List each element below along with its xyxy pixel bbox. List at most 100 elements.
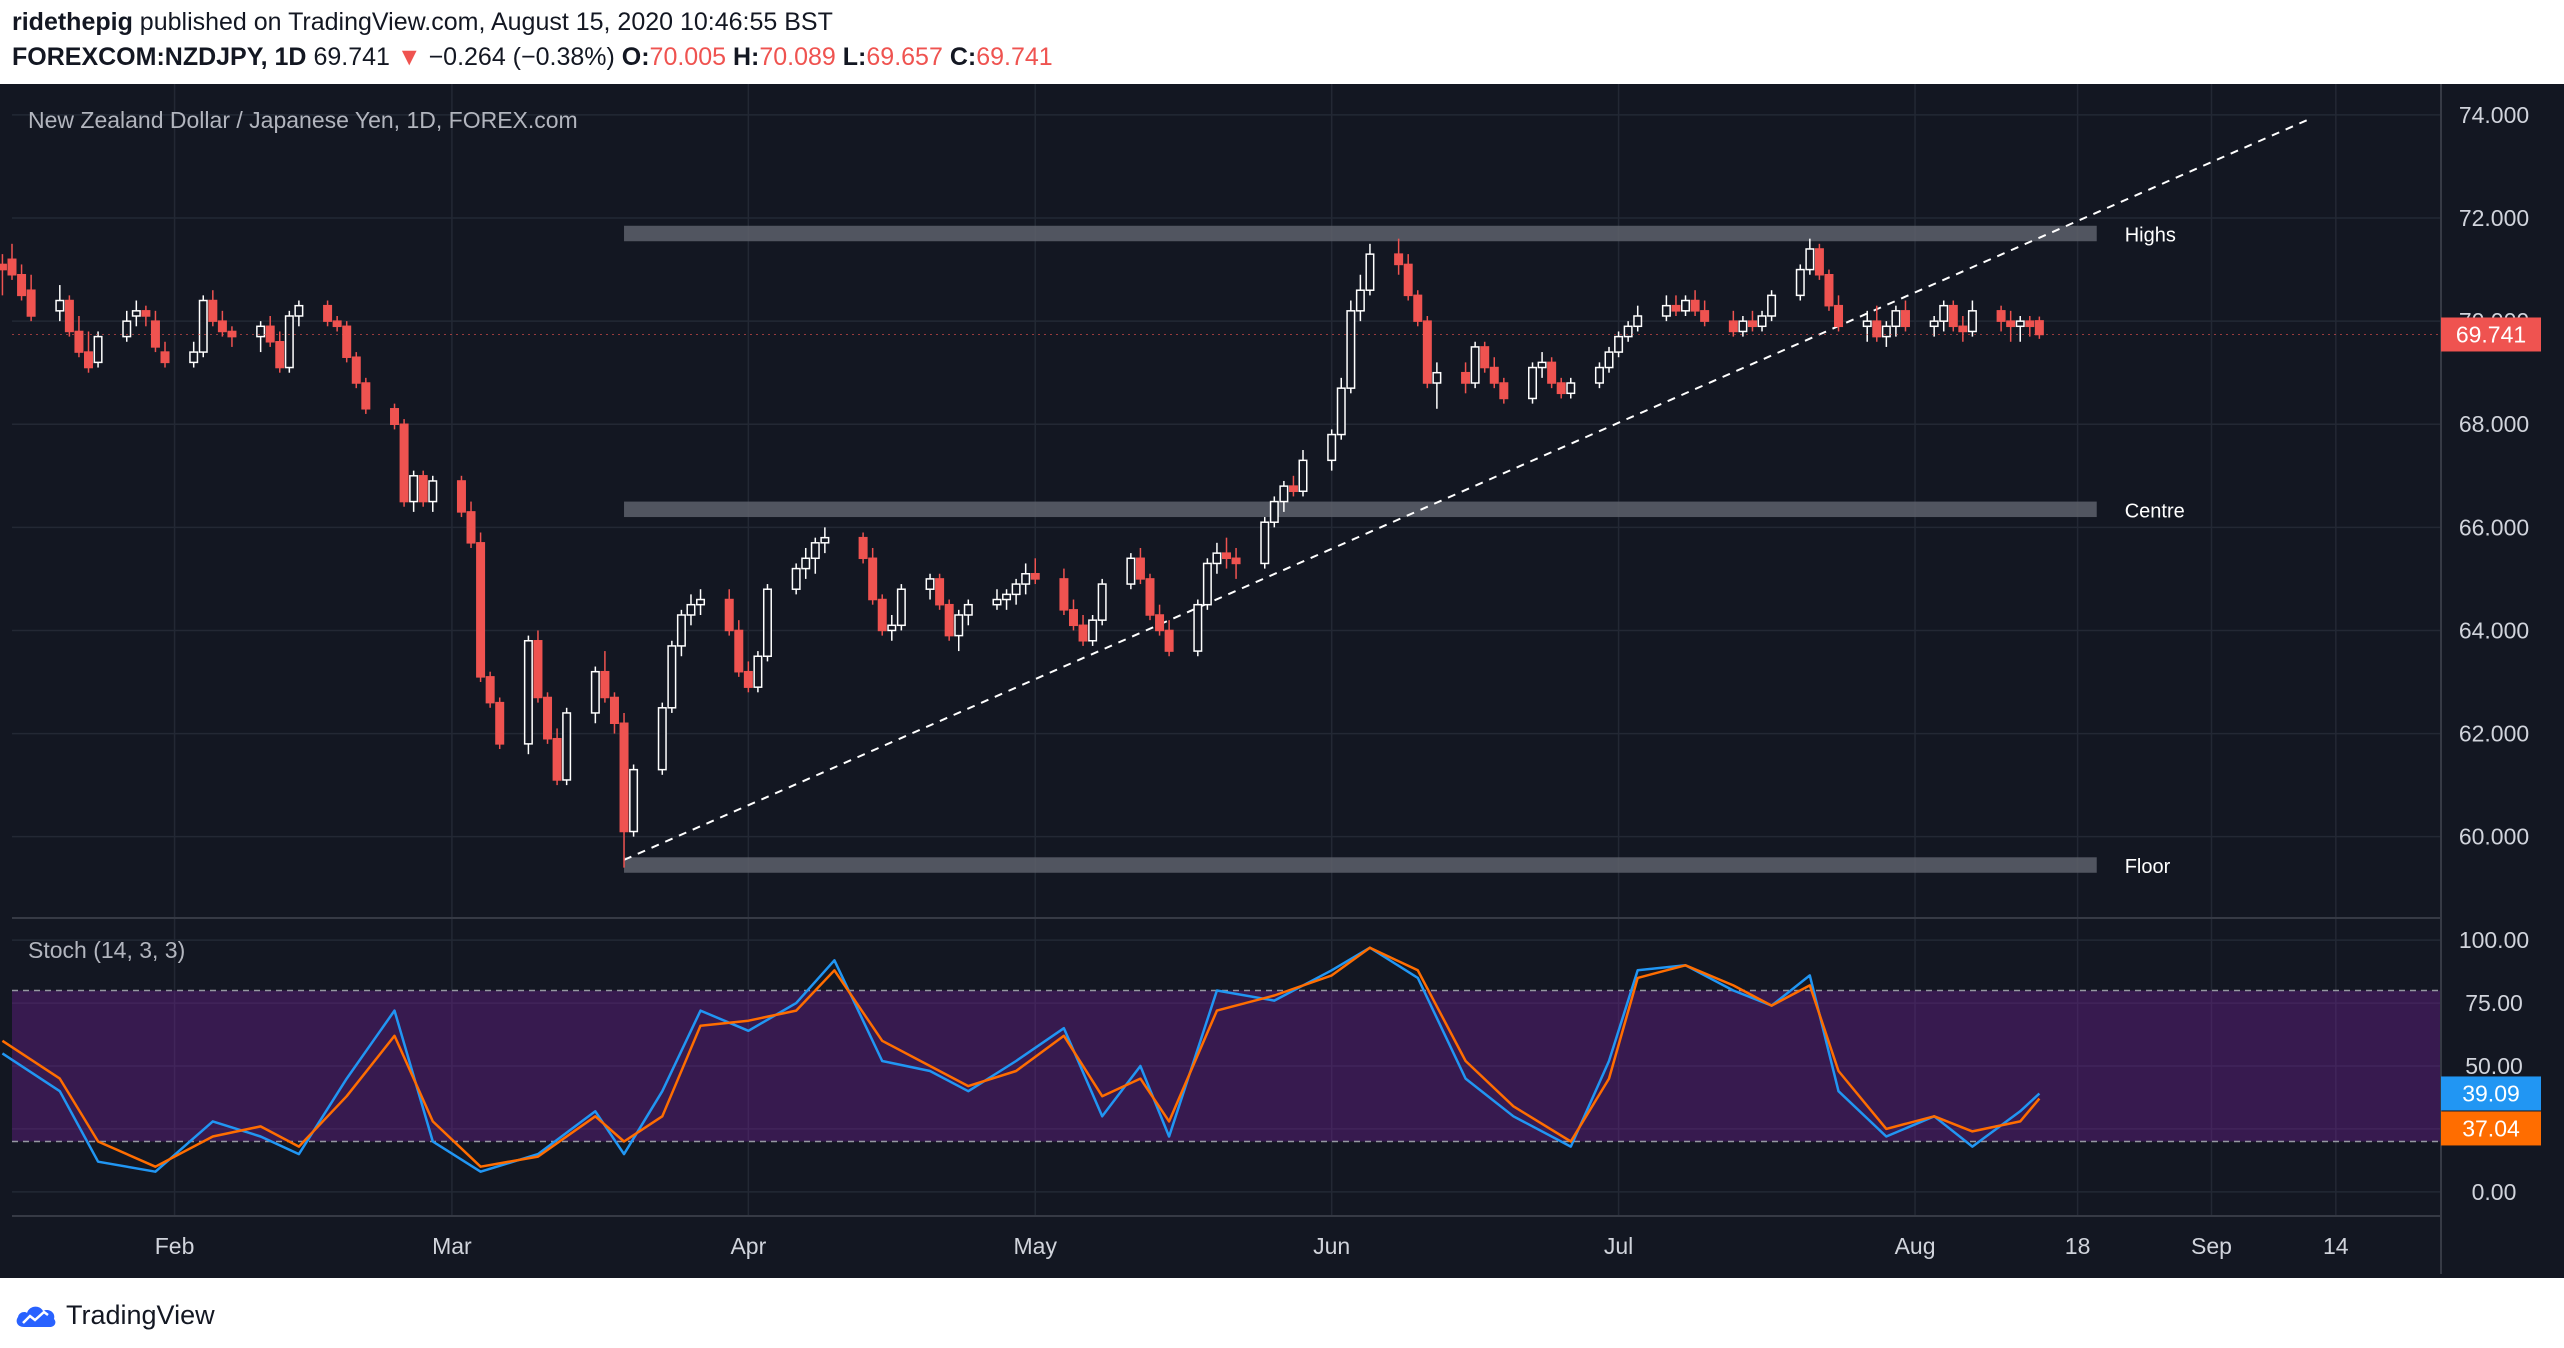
candle	[1145, 573, 1155, 621]
time-tick-label: Jul	[1604, 1233, 1633, 1259]
candle-body	[2006, 320, 2016, 328]
time-tick-label: Feb	[155, 1233, 195, 1259]
candle	[686, 594, 696, 626]
candle-body	[1996, 310, 2006, 322]
author-name[interactable]: ridethepig	[12, 8, 133, 36]
candle-body	[84, 351, 94, 369]
candle-body	[858, 536, 868, 560]
high-value: 70.089	[759, 43, 836, 71]
price-change: −0.264 (−0.38%)	[428, 43, 615, 71]
candle	[1327, 429, 1337, 471]
candle	[1059, 568, 1069, 615]
candle	[667, 640, 677, 713]
candle-body	[131, 310, 141, 317]
candle-body	[150, 320, 160, 348]
candle	[342, 321, 352, 363]
candle-body	[160, 351, 170, 364]
candle	[198, 295, 208, 358]
candle-body	[1900, 310, 1910, 328]
candle-body	[1824, 273, 1834, 307]
candle	[189, 341, 199, 368]
candle	[552, 728, 562, 786]
candle-body	[1747, 320, 1757, 328]
candle-body	[1346, 310, 1356, 389]
candle-body	[1126, 557, 1136, 585]
candle-body	[1795, 268, 1805, 297]
candle	[275, 331, 285, 373]
candle-body	[1097, 583, 1107, 621]
candle-body	[1528, 366, 1538, 400]
candle	[456, 475, 466, 518]
candle-body	[64, 299, 74, 333]
candle	[1881, 321, 1891, 347]
candle	[1279, 480, 1289, 512]
candle-body	[1212, 552, 1222, 565]
candle-body	[1948, 304, 1958, 328]
stoch-value-label: 39.09	[2462, 1080, 2520, 1106]
candle-body	[1164, 629, 1174, 652]
candle-body	[1594, 366, 1604, 384]
candle-body	[1738, 320, 1748, 333]
candle-body	[925, 578, 935, 590]
publish-info: ridethepig published on TradingView.com,…	[12, 8, 833, 37]
candle	[1002, 589, 1012, 610]
candle-body	[896, 588, 906, 627]
candle	[1231, 547, 1241, 579]
time-tick-label: 18	[2065, 1233, 2091, 1259]
candle	[428, 475, 438, 512]
candle-body	[1298, 459, 1308, 493]
candle-body	[342, 325, 352, 358]
candle	[1805, 238, 1815, 275]
candle-body	[1767, 294, 1777, 317]
candle-body	[1614, 335, 1624, 353]
candle	[657, 702, 667, 775]
zone-label-floor: Floor	[2125, 856, 2171, 878]
candle-body	[198, 299, 208, 353]
candle	[495, 697, 505, 750]
tradingview-logo[interactable]: TradingView	[14, 1300, 215, 1331]
candles	[0, 238, 2044, 868]
candle	[1222, 537, 1231, 569]
zone-highs	[624, 225, 2097, 242]
candle-body	[523, 640, 533, 745]
candle	[801, 547, 811, 579]
chart-canvas[interactable]: Highs Centre Floor Feb Mar Apr May Jun Jul Aug 18…	[0, 84, 2564, 1278]
candle-body	[1355, 289, 1365, 312]
candle	[1948, 300, 1958, 332]
candle-body	[1604, 351, 1614, 369]
candle-body	[1260, 521, 1270, 565]
tradingview-brand: TradingView	[66, 1300, 215, 1330]
candle-body	[963, 603, 973, 616]
price-tick-label: 62.000	[2459, 721, 2529, 747]
candle-body	[1681, 299, 1691, 312]
candle-body	[361, 382, 371, 410]
candle-body	[1499, 382, 1509, 400]
candle	[1537, 352, 1547, 378]
candle	[332, 315, 342, 332]
candle-body	[208, 299, 218, 322]
candle	[1470, 341, 1480, 389]
candle-body	[1967, 310, 1977, 333]
candle-body	[456, 480, 466, 513]
candle-body	[801, 557, 811, 570]
candle-body	[1002, 593, 1012, 601]
zones: Highs Centre Floor	[624, 225, 2185, 878]
candle-body	[390, 408, 400, 425]
candle-body	[0, 263, 7, 271]
stoch-tick-label: 100.00	[2459, 927, 2529, 953]
candle	[1929, 315, 1939, 337]
candle	[523, 635, 533, 755]
candle-body	[676, 614, 686, 647]
candle-body	[1461, 371, 1471, 384]
candle-body	[1623, 325, 1633, 338]
candle-body	[418, 475, 428, 503]
candle-body	[1021, 573, 1031, 585]
candle	[954, 609, 964, 652]
candle-body	[428, 480, 438, 503]
candle-body	[409, 475, 419, 503]
candle-body	[466, 511, 476, 544]
candle-body	[1279, 485, 1289, 503]
chart-background	[0, 84, 2564, 1278]
candle	[1900, 300, 1910, 332]
candle-body	[1155, 614, 1165, 632]
